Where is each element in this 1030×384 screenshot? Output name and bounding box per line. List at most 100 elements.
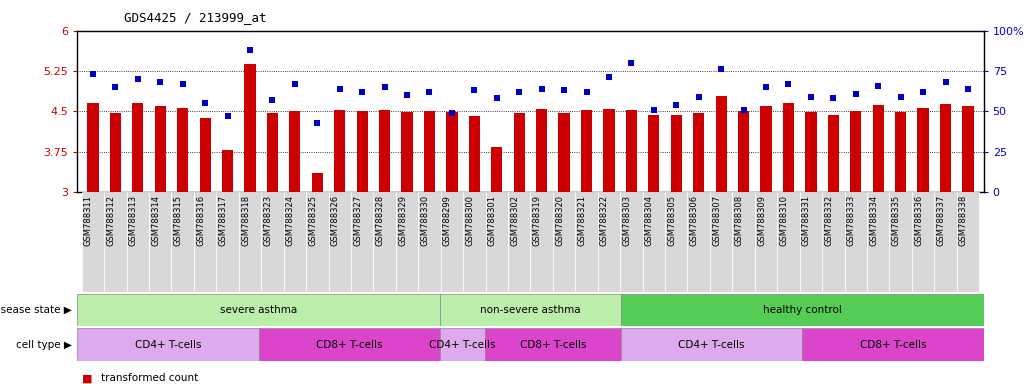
Point (578, 89, 594, 95)
Bar (110, 113, 121, 192)
Point (690, 94, 707, 100)
Bar (912, 192, 934, 292)
Bar (934, 192, 957, 292)
Point (534, 86, 550, 92)
Text: GSM788329: GSM788329 (398, 195, 407, 246)
Point (107, 84, 124, 90)
Bar (604, 109, 615, 192)
Point (242, 47, 259, 53)
Text: GSM788330: GSM788330 (420, 195, 430, 246)
Bar (558, 113, 570, 192)
Point (376, 84, 392, 90)
Bar (508, 192, 530, 292)
Point (197, 100, 213, 106)
Point (265, 97, 281, 103)
Bar (289, 111, 301, 192)
Bar (850, 111, 861, 192)
Bar (402, 113, 413, 192)
Bar (267, 113, 278, 192)
Text: healthy control: healthy control (763, 305, 842, 315)
Bar (805, 113, 817, 192)
Bar (716, 96, 727, 192)
Bar (262, 192, 283, 292)
Text: GSM788302: GSM788302 (510, 195, 519, 246)
Text: cell type ▶: cell type ▶ (16, 339, 72, 350)
Text: GSM788317: GSM788317 (218, 195, 228, 246)
Bar (732, 192, 755, 292)
Text: GSM788310: GSM788310 (780, 195, 788, 246)
Bar (760, 106, 771, 192)
Bar (77, 328, 259, 361)
Bar (802, 328, 984, 361)
Bar (221, 150, 233, 192)
Bar (485, 328, 621, 361)
Point (713, 66, 729, 73)
Text: GSM788322: GSM788322 (599, 195, 609, 246)
Point (354, 89, 371, 95)
Text: GSM788300: GSM788300 (466, 195, 475, 246)
Bar (154, 106, 166, 192)
Bar (737, 111, 749, 192)
Text: GSM788304: GSM788304 (645, 195, 654, 246)
Text: GSM788309: GSM788309 (757, 195, 766, 246)
Text: GSM788307: GSM788307 (712, 195, 721, 246)
Text: GSM788308: GSM788308 (734, 195, 744, 246)
Text: GSM788333: GSM788333 (847, 195, 856, 246)
Text: GSM788336: GSM788336 (914, 195, 923, 246)
Bar (194, 192, 216, 292)
Bar (895, 113, 906, 192)
Bar (446, 113, 457, 192)
Bar (77, 294, 440, 326)
Text: CD8+ T-cells: CD8+ T-cells (860, 339, 926, 350)
Text: non-severe asthma: non-severe asthma (480, 305, 581, 315)
Bar (576, 192, 597, 292)
Text: GSM788321: GSM788321 (578, 195, 586, 246)
Bar (957, 192, 980, 292)
Point (848, 91, 864, 97)
Point (735, 107, 752, 113)
Bar (783, 103, 794, 192)
Bar (216, 192, 239, 292)
Bar (374, 192, 396, 292)
Bar (171, 192, 194, 292)
Bar (127, 192, 149, 292)
Bar (88, 103, 99, 192)
Bar (643, 192, 665, 292)
Bar (867, 192, 890, 292)
Point (511, 89, 527, 95)
Bar (259, 328, 440, 361)
Text: GSM788303: GSM788303 (622, 195, 631, 246)
Bar (799, 192, 822, 292)
Point (467, 87, 483, 93)
Bar (244, 64, 255, 192)
Point (600, 74, 617, 81)
Text: GSM788319: GSM788319 (533, 195, 542, 246)
Text: CD4+ T-cells: CD4+ T-cells (135, 339, 201, 350)
Bar (396, 192, 418, 292)
Bar (351, 192, 374, 292)
Bar (621, 328, 802, 361)
Bar (491, 147, 503, 192)
Point (556, 87, 573, 93)
Text: GSM788328: GSM788328 (376, 195, 384, 246)
Text: GSM788337: GSM788337 (936, 195, 946, 246)
Text: GSM788334: GSM788334 (869, 195, 879, 246)
Bar (418, 192, 441, 292)
Point (421, 89, 438, 95)
Point (802, 94, 819, 100)
Bar (424, 111, 435, 192)
Text: GSM788311: GSM788311 (84, 195, 93, 246)
Bar (710, 192, 732, 292)
Text: CD8+ T-cells: CD8+ T-cells (316, 339, 382, 350)
Text: GSM788313: GSM788313 (129, 195, 138, 246)
Text: GSM788331: GSM788331 (802, 195, 811, 246)
Bar (485, 192, 508, 292)
Bar (312, 173, 323, 192)
Bar (778, 192, 799, 292)
Bar (621, 294, 984, 326)
Bar (940, 104, 951, 192)
Bar (822, 192, 845, 292)
Point (152, 79, 169, 85)
Bar (239, 192, 262, 292)
Text: GSM788338: GSM788338 (959, 195, 968, 246)
